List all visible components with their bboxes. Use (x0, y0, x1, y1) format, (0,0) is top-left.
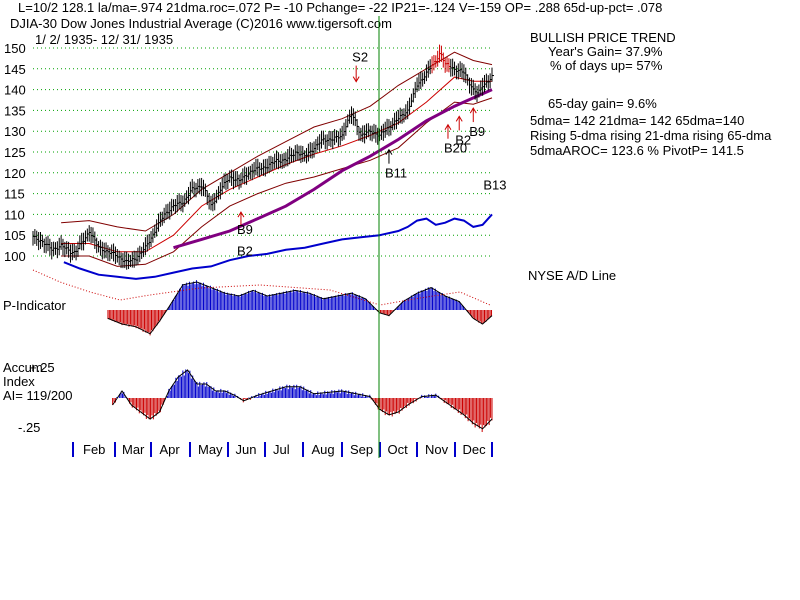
signal-label: S2 (352, 50, 368, 65)
accum-bottom-tick: -.25 (18, 420, 40, 435)
y-tick-label: 145 (4, 62, 26, 77)
y-tick-label: 150 (4, 41, 26, 56)
dma-values: 5dma= 142 21dma= 142 65dma=140 (530, 113, 744, 128)
accum-label: Accum (3, 360, 43, 375)
rising-status: Rising 5-dma rising 21-dma rising 65-dma (530, 128, 772, 143)
y-tick-label: 115 (4, 187, 25, 202)
upper-band-path (61, 51, 493, 232)
month-label: May (198, 442, 223, 457)
month-label: Feb (83, 442, 105, 457)
month-label: Jun (236, 442, 257, 457)
accum-top-tick: +.25 (29, 360, 55, 375)
signal-arrowhead (469, 107, 477, 114)
signal-label: B9 (469, 124, 485, 139)
signal-arrowhead (444, 123, 452, 130)
histogram-trendline (112, 369, 493, 430)
ma65-line (173, 88, 493, 250)
signal-arrowhead (385, 148, 393, 155)
p-indicator-histogram (32, 269, 493, 336)
days-up-pct: % of days up= 57% (550, 58, 663, 73)
signal-label: B20 (444, 141, 467, 156)
histogram-trendline (107, 281, 493, 335)
signal-label: B2 (237, 244, 253, 259)
y-tick-label: 130 (4, 124, 26, 139)
y-tick-label: 105 (4, 228, 26, 243)
month-label: Apr (160, 442, 181, 457)
signal-arrowhead (237, 211, 245, 218)
y-tick-label: 110 (4, 207, 25, 222)
ma65-path (173, 88, 493, 250)
ad-line (63, 213, 493, 280)
signal-label: B13 (483, 177, 506, 192)
gain-65-day: 65-day gain= 9.6% (548, 96, 657, 111)
years-gain: Year's Gain= 37.9% (548, 44, 663, 59)
signal-arrowhead (455, 115, 463, 122)
month-label: Oct (388, 442, 409, 457)
header-stats-line: L=10/2 128.1 la/ma=.974 21dma.roc=.072 P… (18, 0, 662, 15)
y-tick-label: 140 (4, 83, 26, 98)
signal-label: B11 (385, 166, 407, 181)
month-label: Jul (273, 442, 290, 457)
signal-label: B9 (237, 222, 253, 237)
ad-line-path (63, 213, 493, 280)
lower-band-path (61, 97, 493, 267)
header-title-line: DJIA-30 Dow Jones Industrial Average (C)… (10, 16, 392, 31)
y-axis-labels: 100 105 110 115 120 125 130 135 140 145 150 (4, 41, 26, 264)
trend-title: BULLISH PRICE TREND (530, 30, 676, 45)
month-label: Sep (350, 442, 373, 457)
y-tick-label: 100 (4, 249, 26, 264)
index-label: Index (3, 374, 35, 389)
accum-index-histogram (112, 369, 493, 433)
date-range: 1/ 2/ 1935- 12/ 31/ 1935 (35, 32, 173, 47)
signal-label: B2 (455, 132, 471, 147)
nyse-ad-label: NYSE A/D Line (528, 268, 616, 283)
p-indicator-dotted-line (32, 269, 491, 306)
month-axis: Feb Mar Apr May Jun Jul Aug Sep Oct Nov Dec (72, 442, 493, 457)
price-bars (32, 44, 494, 270)
aroc-pivot: 5dmaAROC= 123.6 % PivotP= 141.5 (530, 143, 744, 158)
y-tick-label: 120 (4, 166, 26, 181)
month-label: Mar (122, 442, 145, 457)
y-tick-label: 125 (4, 145, 26, 160)
month-label: Aug (312, 442, 335, 457)
y-tick-label: 135 (4, 103, 26, 118)
ai-value: AI= 119/200 (3, 388, 73, 403)
month-label: Nov (425, 442, 449, 457)
month-label: Dec (463, 442, 487, 457)
signal-arrowhead (352, 76, 360, 83)
p-indicator-label: P-Indicator (3, 298, 67, 313)
